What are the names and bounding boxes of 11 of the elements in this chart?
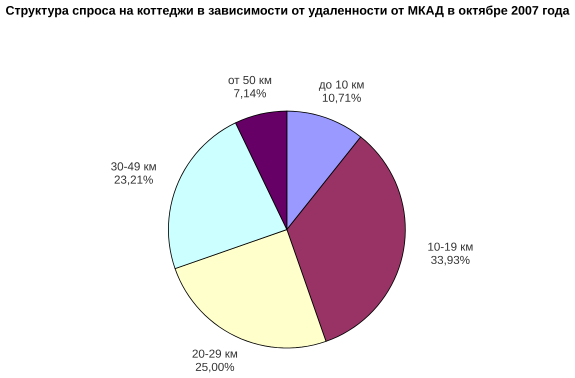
data-label: 25,00% <box>196 362 234 372</box>
slice-label: 20-29 км <box>192 350 238 358</box>
slice-label: от 50 км <box>228 76 272 84</box>
slice-label: 30-49 км <box>111 162 156 171</box>
data-label: 23,21% <box>114 176 153 186</box>
slice-label: 10-19 км <box>428 242 473 251</box>
data-label: 10,71% <box>322 94 361 104</box>
chart-title: Структура спроса на коттеджи в зависимости от удаленности от МКАД в октябре 2007 года <box>6 6 570 18</box>
data-label: 7,14% <box>234 89 266 99</box>
slice-label: до 10 км <box>318 80 364 91</box>
data-label: 33,93% <box>431 256 470 266</box>
